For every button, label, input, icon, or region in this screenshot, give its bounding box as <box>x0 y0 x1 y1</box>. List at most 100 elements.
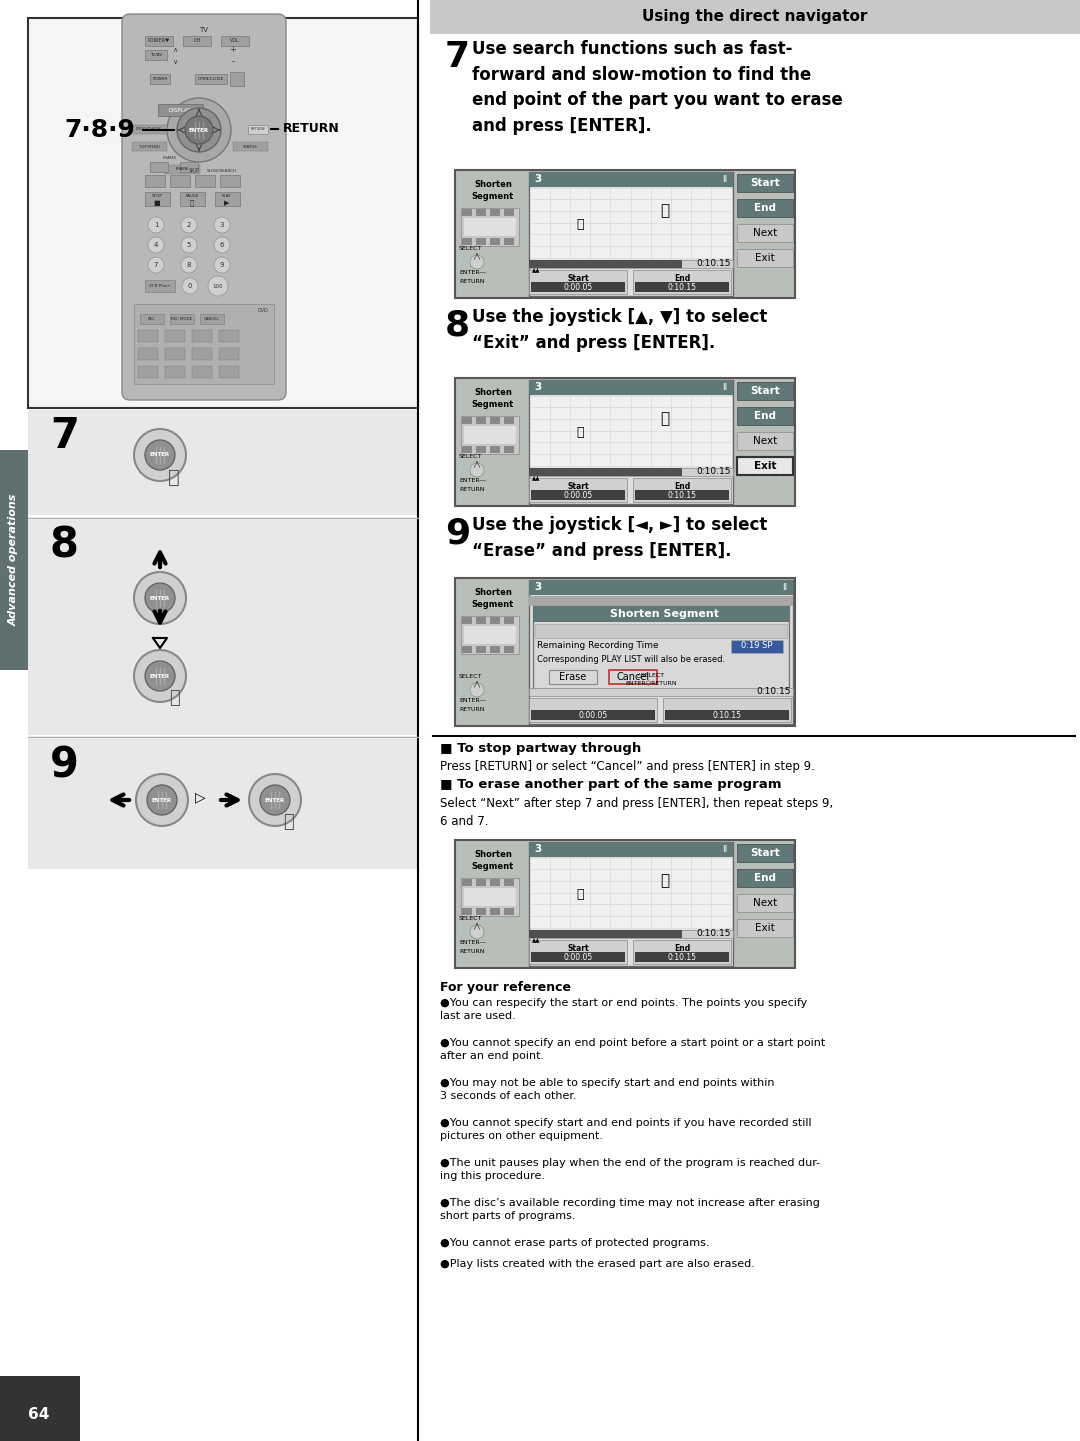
Bar <box>180 192 205 206</box>
Bar <box>192 366 212 378</box>
Bar <box>529 697 657 722</box>
Text: ENTER: ENTER <box>150 452 170 457</box>
Text: ✋: ✋ <box>168 689 179 708</box>
Text: 3: 3 <box>219 222 225 228</box>
Text: SELECT: SELECT <box>459 674 483 679</box>
Bar <box>462 879 472 886</box>
Bar <box>665 710 789 720</box>
Bar <box>165 366 185 378</box>
Circle shape <box>148 236 164 254</box>
Bar <box>504 209 514 216</box>
Text: ENTER: ENTER <box>265 797 285 803</box>
Bar <box>457 579 527 723</box>
Text: 5: 5 <box>187 242 191 248</box>
Text: 3: 3 <box>534 844 541 855</box>
Circle shape <box>214 256 230 272</box>
Bar <box>200 314 224 324</box>
Bar <box>529 171 733 187</box>
Text: ENTER: ENTER <box>150 673 170 679</box>
Bar <box>457 171 527 295</box>
Text: SLOW/SEARCH: SLOW/SEARCH <box>207 169 238 173</box>
Text: RETURN: RETURN <box>459 950 485 954</box>
Circle shape <box>167 98 231 161</box>
Text: ●You cannot specify an end point before a start point or a start point
after an : ●You cannot specify an end point before … <box>440 1038 825 1061</box>
Text: 7·8·9: 7·8·9 <box>64 118 135 143</box>
Bar <box>531 490 625 500</box>
Bar <box>529 597 793 607</box>
Circle shape <box>214 218 230 233</box>
Bar <box>529 579 793 595</box>
Bar <box>737 457 793 476</box>
Bar <box>504 447 514 452</box>
Text: 9: 9 <box>219 262 225 268</box>
Bar <box>531 282 625 293</box>
Text: ■ To stop partway through: ■ To stop partway through <box>440 742 642 755</box>
Bar <box>529 478 627 501</box>
Bar <box>462 238 472 245</box>
Text: ENTER⬡RETURN: ENTER⬡RETURN <box>625 682 677 686</box>
Bar <box>504 879 514 886</box>
Bar <box>150 73 170 84</box>
Text: End: End <box>754 203 777 213</box>
Text: Shorten: Shorten <box>474 388 512 398</box>
Bar <box>633 940 731 964</box>
Bar <box>737 869 793 888</box>
Bar <box>549 670 597 684</box>
Bar <box>529 929 733 938</box>
Text: 8: 8 <box>445 308 470 342</box>
Bar <box>504 646 514 653</box>
Text: End: End <box>674 944 690 953</box>
Text: ■ To erase another part of the same program: ■ To erase another part of the same prog… <box>440 778 782 791</box>
Bar <box>529 929 681 938</box>
Circle shape <box>181 256 197 272</box>
Bar <box>737 844 793 862</box>
Bar <box>145 174 165 187</box>
Bar <box>195 174 215 187</box>
Text: STOP: STOP <box>151 195 162 197</box>
Bar <box>737 249 793 267</box>
Bar <box>476 908 486 915</box>
Text: Segment: Segment <box>472 862 514 870</box>
Bar <box>462 908 472 915</box>
Bar <box>529 259 681 268</box>
Text: 9: 9 <box>445 516 470 550</box>
Bar <box>633 269 731 294</box>
Text: 0:10.15: 0:10.15 <box>697 929 731 938</box>
Bar <box>737 223 793 242</box>
Text: ⏸: ⏸ <box>190 200 194 206</box>
Text: TV/AV: TV/AV <box>150 53 162 58</box>
Bar <box>248 125 268 134</box>
Text: End: End <box>674 274 690 282</box>
Text: FRAME: FRAME <box>163 156 177 160</box>
Bar <box>457 842 527 965</box>
Text: 0:10.15: 0:10.15 <box>713 712 742 720</box>
Circle shape <box>177 108 221 151</box>
Text: DVD: DVD <box>257 308 268 313</box>
Bar <box>737 199 793 218</box>
Text: Start: Start <box>751 179 780 187</box>
Bar <box>476 209 486 216</box>
Bar <box>490 879 500 886</box>
Bar <box>165 166 200 174</box>
Bar <box>737 919 793 937</box>
Text: Exit: Exit <box>754 461 777 471</box>
Bar <box>138 366 158 378</box>
Bar <box>529 269 627 294</box>
Text: ●You cannot specify start and end points if you have recorded still
pictures on : ●You cannot specify start and end points… <box>440 1118 812 1141</box>
Bar <box>150 161 168 171</box>
Text: SELECT: SELECT <box>459 454 483 460</box>
Bar <box>731 640 783 653</box>
Text: 6: 6 <box>219 242 225 248</box>
Bar <box>529 259 733 268</box>
Bar <box>476 879 486 886</box>
Text: 8: 8 <box>50 525 79 566</box>
Text: 1: 1 <box>153 222 159 228</box>
Text: 7: 7 <box>153 262 159 268</box>
Bar <box>455 378 795 506</box>
Bar <box>138 330 158 342</box>
Text: 0:10.15: 0:10.15 <box>667 284 697 293</box>
Bar <box>215 192 240 206</box>
Bar <box>233 143 268 151</box>
Text: For your reference: For your reference <box>440 981 571 994</box>
Bar <box>635 953 729 963</box>
